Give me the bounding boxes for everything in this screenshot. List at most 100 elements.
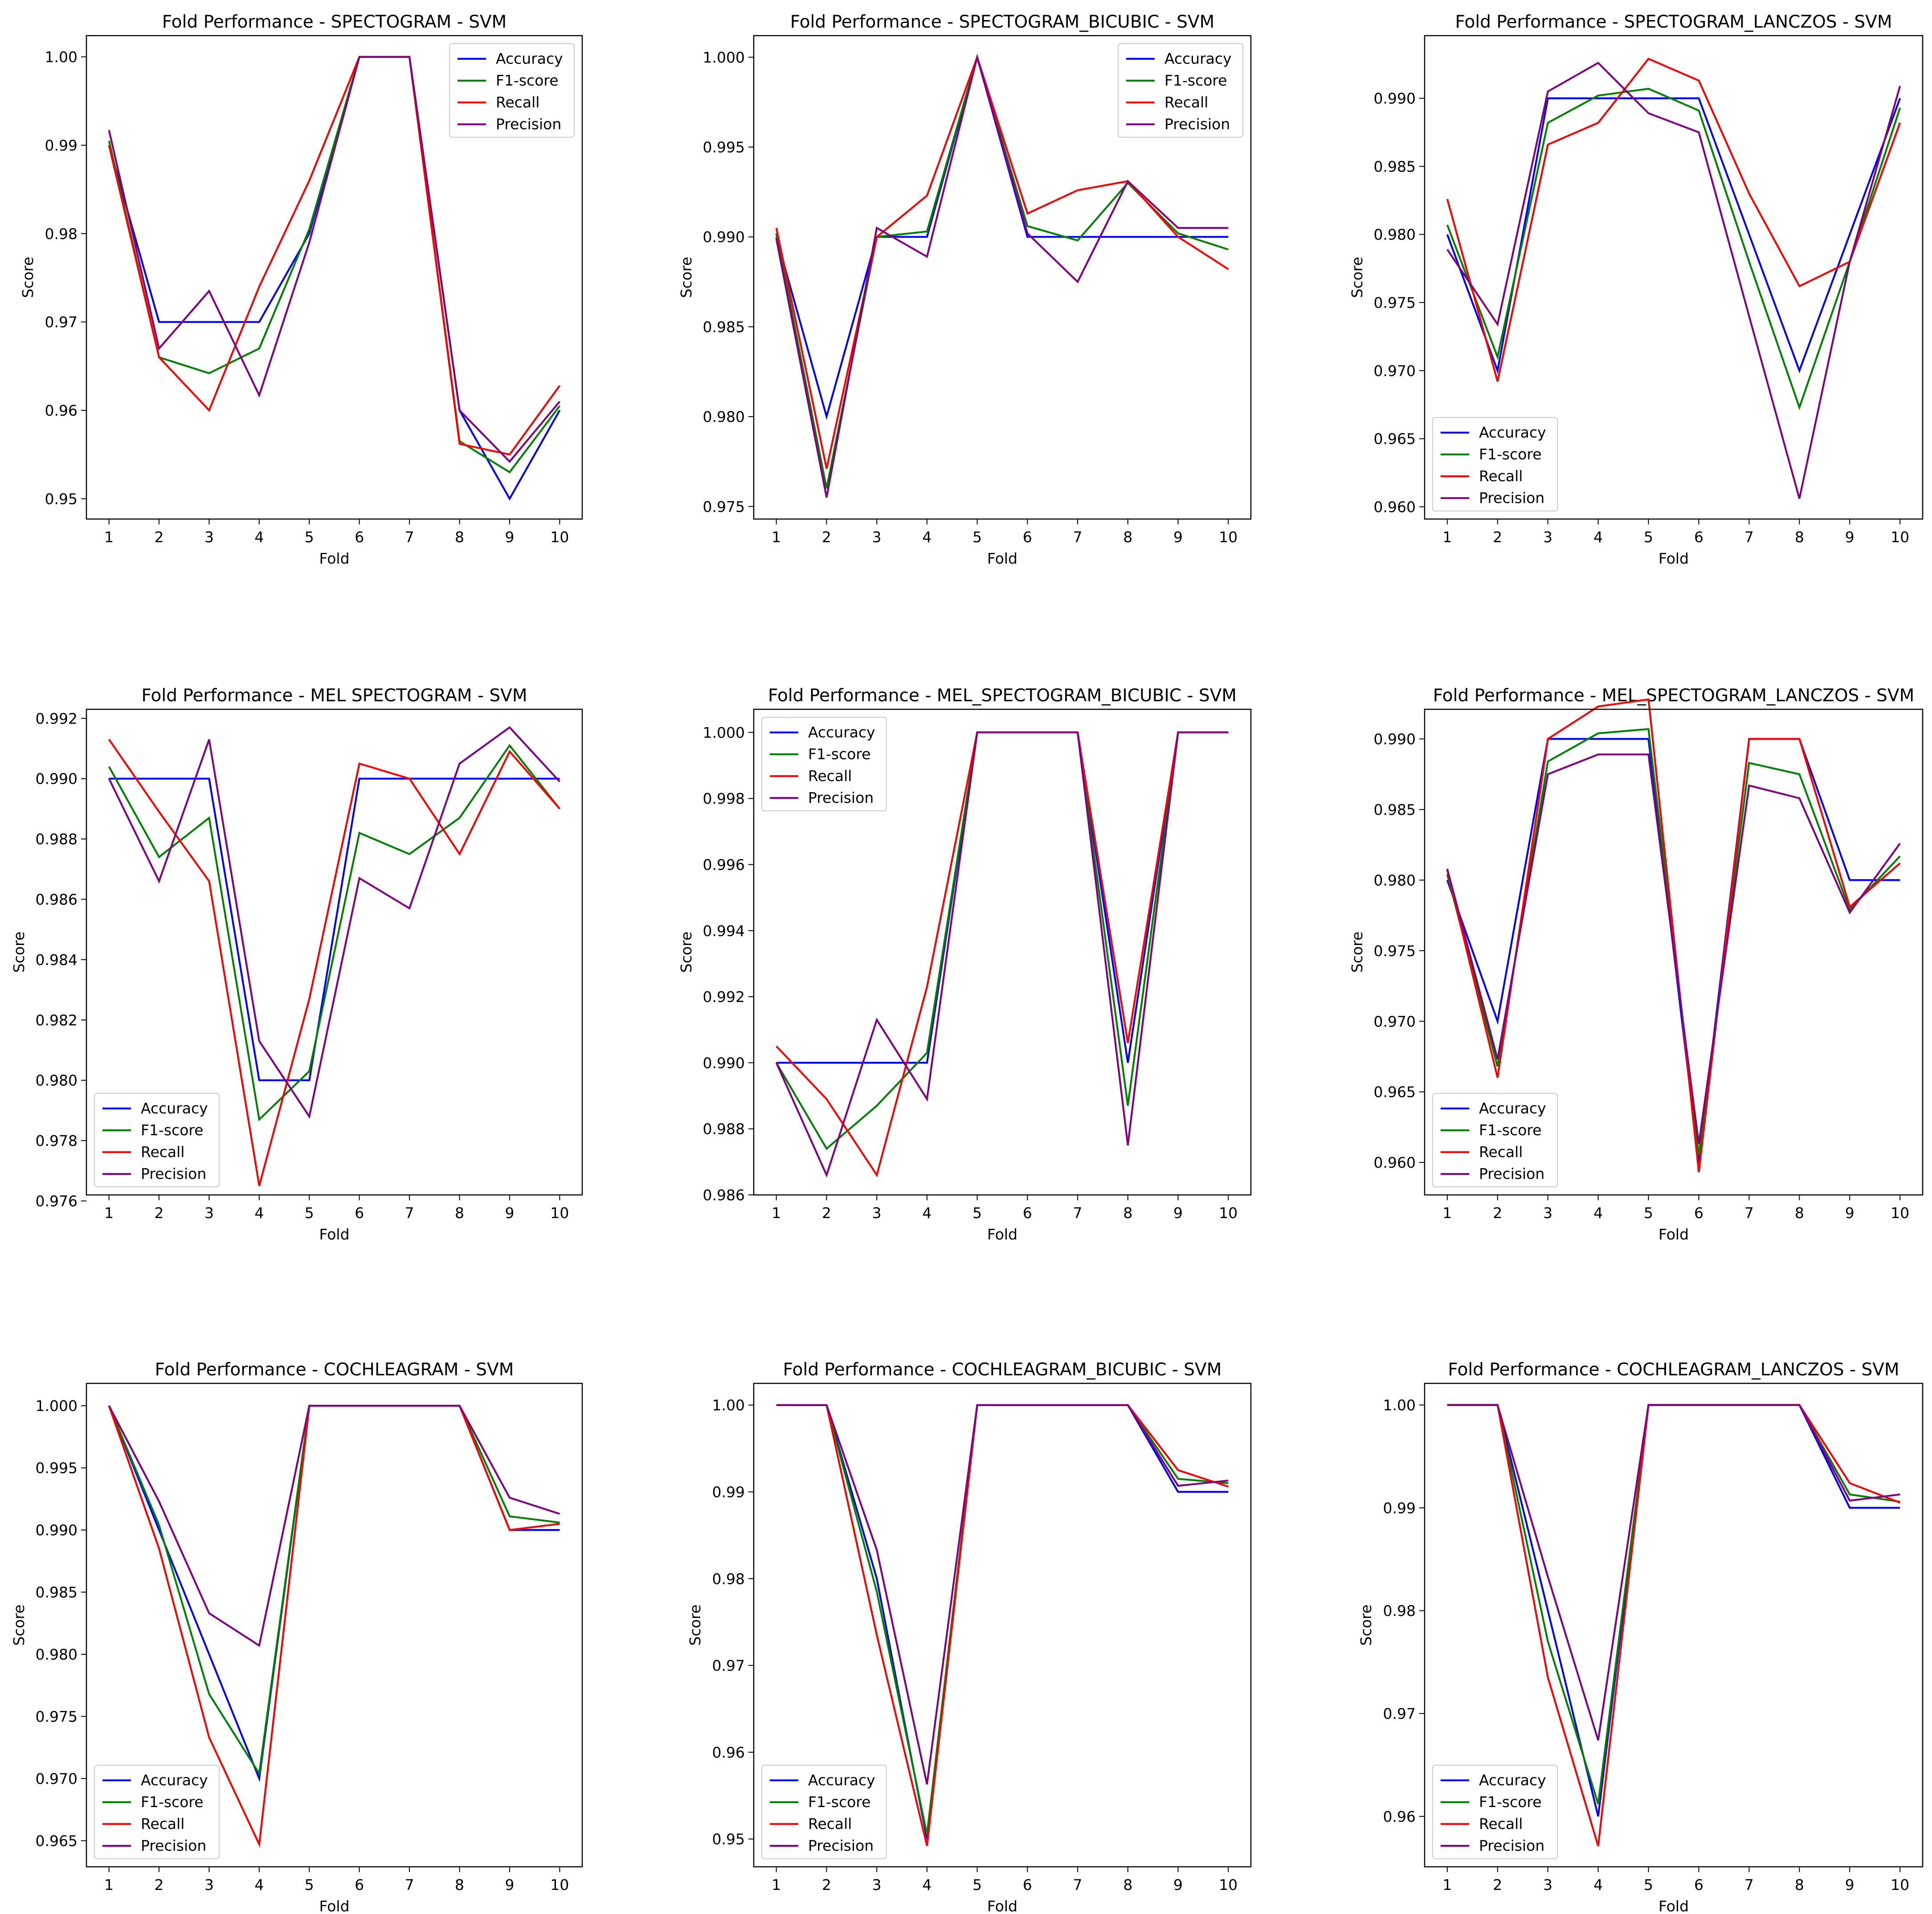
y-tick-label: 0.975 [1374, 294, 1416, 311]
x-tick-label: 4 [254, 1204, 264, 1222]
x-tick-label: 7 [1073, 1204, 1082, 1222]
x-tick-label: 6 [355, 1876, 364, 1894]
x-tick-label: 3 [872, 528, 882, 546]
x-tick-label: 4 [922, 1876, 931, 1894]
y-tick-label: 0.986 [703, 1186, 745, 1204]
legend-box [761, 717, 887, 811]
y-tick-label: 0.995 [36, 1460, 78, 1477]
y-tick-label: 0.99 [712, 1483, 745, 1501]
chart-title: Fold Performance - COCHLEAGRAM_BICUBIC -… [783, 1360, 1222, 1380]
y-tick-label: 0.975 [1374, 942, 1416, 960]
x-tick-label: 7 [1073, 528, 1082, 546]
series-line-precision [1446, 753, 1901, 1145]
series-line-precision [775, 731, 1229, 1178]
series-line-accuracy [1446, 97, 1901, 374]
y-tick-label: 0.990 [1374, 90, 1416, 107]
legend-label: Accuracy [141, 1771, 208, 1789]
y-tick-label: 0.980 [1374, 226, 1416, 243]
legend-label: Precision [141, 1837, 206, 1854]
series-line-precision [1447, 1404, 1900, 1741]
y-tick-label: 1.000 [703, 724, 745, 741]
x-tick-label: 2 [822, 528, 831, 546]
legend-box [1432, 1765, 1558, 1859]
y-tick-label: 0.980 [36, 1646, 78, 1663]
legend: Accuracy F1-score Recall Precision [94, 1765, 220, 1859]
legend-label: F1-score [808, 745, 871, 763]
chart-title: Fold Performance - SPECTOGRAM_LANCZOS - … [1455, 12, 1892, 32]
x-tick-label: 2 [1493, 528, 1502, 546]
plot-frame [753, 1382, 1252, 1868]
x-tick-label: 5 [1644, 1204, 1653, 1222]
legend-label: Precision [1479, 489, 1544, 507]
legend-label: F1-score [141, 1793, 204, 1811]
series-line-recall [108, 56, 561, 456]
legend-label: F1-score [1479, 446, 1542, 463]
chart-panel-9: Fold Performance - COCHLEAGRAM_LANCZOS -… [1357, 1360, 1924, 1914]
x-tick-label: 7 [1744, 528, 1754, 546]
x-tick-label: 5 [972, 528, 982, 546]
legend-label: Recall [1164, 94, 1208, 111]
legend-label: Recall [141, 1815, 184, 1832]
y-tick-label: 0.99 [1383, 1499, 1416, 1517]
x-tick-label: 1 [772, 1876, 781, 1894]
y-tick-label: 0.996 [703, 856, 745, 874]
plot-frame [86, 1382, 583, 1868]
x-tick-label: 2 [155, 1876, 164, 1894]
x-tick-label: 4 [922, 528, 931, 546]
x-tick-label: 9 [1845, 528, 1854, 546]
x-tick-label: 1 [772, 1204, 781, 1222]
legend-label: Precision [1479, 1165, 1544, 1182]
y-axis-label: Score [678, 257, 695, 298]
series-line-f1-score [1446, 88, 1901, 410]
y-tick-label: 0.990 [703, 1054, 745, 1072]
chart-panel-4: Fold Performance - MEL SPECTOGRAM - SVM 1… [10, 686, 583, 1243]
x-axis-label: Fold [987, 550, 1017, 567]
x-tick-label: 4 [254, 528, 264, 546]
x-axis-label: Fold [319, 1898, 349, 1914]
x-tick-label: 2 [822, 1876, 831, 1894]
x-tick-label: 3 [1543, 1204, 1552, 1222]
legend-label: Precision [808, 1837, 874, 1854]
x-tick-label: 10 [1219, 1204, 1238, 1222]
y-tick-label: 0.998 [703, 790, 745, 807]
x-tick-label: 10 [1219, 528, 1238, 546]
chart-title: Fold Performance - MEL_SPECTOGRAM_BICUBI… [768, 686, 1237, 706]
x-tick-label: 10 [1891, 1204, 1909, 1222]
x-tick-label: 9 [1173, 1876, 1183, 1894]
y-axis-label: Score [19, 257, 37, 298]
plot-frame [753, 35, 1252, 520]
y-tick-label: 0.970 [36, 1770, 78, 1787]
y-tick-label: 0.98 [1383, 1602, 1416, 1620]
y-tick-label: 0.985 [36, 1584, 78, 1601]
y-tick-label: 0.988 [36, 830, 78, 848]
chart-panel-7: Fold Performance - COCHLEAGRAM - SVM 1 2 3 4… [10, 1360, 583, 1914]
x-tick-label: 1 [772, 528, 781, 546]
chart-panel-3: Fold Performance - SPECTOGRAM_LANCZOS - … [1348, 12, 1924, 567]
y-tick-label: 0.986 [36, 891, 78, 908]
x-tick-label: 8 [1123, 1876, 1132, 1894]
x-tick-label: 10 [550, 528, 569, 546]
x-tick-label: 6 [1023, 1876, 1032, 1894]
plot-frame [86, 35, 583, 520]
x-tick-label: 1 [104, 528, 114, 546]
x-tick-label: 8 [455, 1204, 464, 1222]
legend: Accuracy F1-score Recall Precision [761, 717, 887, 811]
x-tick-label: 9 [1845, 1204, 1854, 1222]
legend-label: F1-score [808, 1793, 871, 1811]
x-tick-label: 2 [155, 528, 164, 546]
y-axis-label: Score [10, 932, 28, 973]
x-tick-label: 3 [204, 528, 214, 546]
series-line-precision [108, 56, 561, 463]
y-tick-label: 0.980 [1374, 871, 1416, 889]
series-line-f1-score [108, 744, 561, 1121]
x-axis-label: Fold [1658, 1898, 1689, 1914]
legend-box [94, 1093, 220, 1187]
x-axis-label: Fold [1658, 550, 1689, 567]
x-tick-label: 8 [455, 1876, 464, 1894]
legend-label: Accuracy [808, 724, 875, 741]
legend-label: Accuracy [1164, 50, 1232, 67]
chart-panel-2: Fold Performance - SPECTOGRAM_BICUBIC - … [678, 12, 1252, 567]
y-tick-label: 1.00 [712, 1397, 745, 1414]
x-tick-label: 8 [1795, 528, 1804, 546]
x-tick-label: 8 [1123, 528, 1132, 546]
